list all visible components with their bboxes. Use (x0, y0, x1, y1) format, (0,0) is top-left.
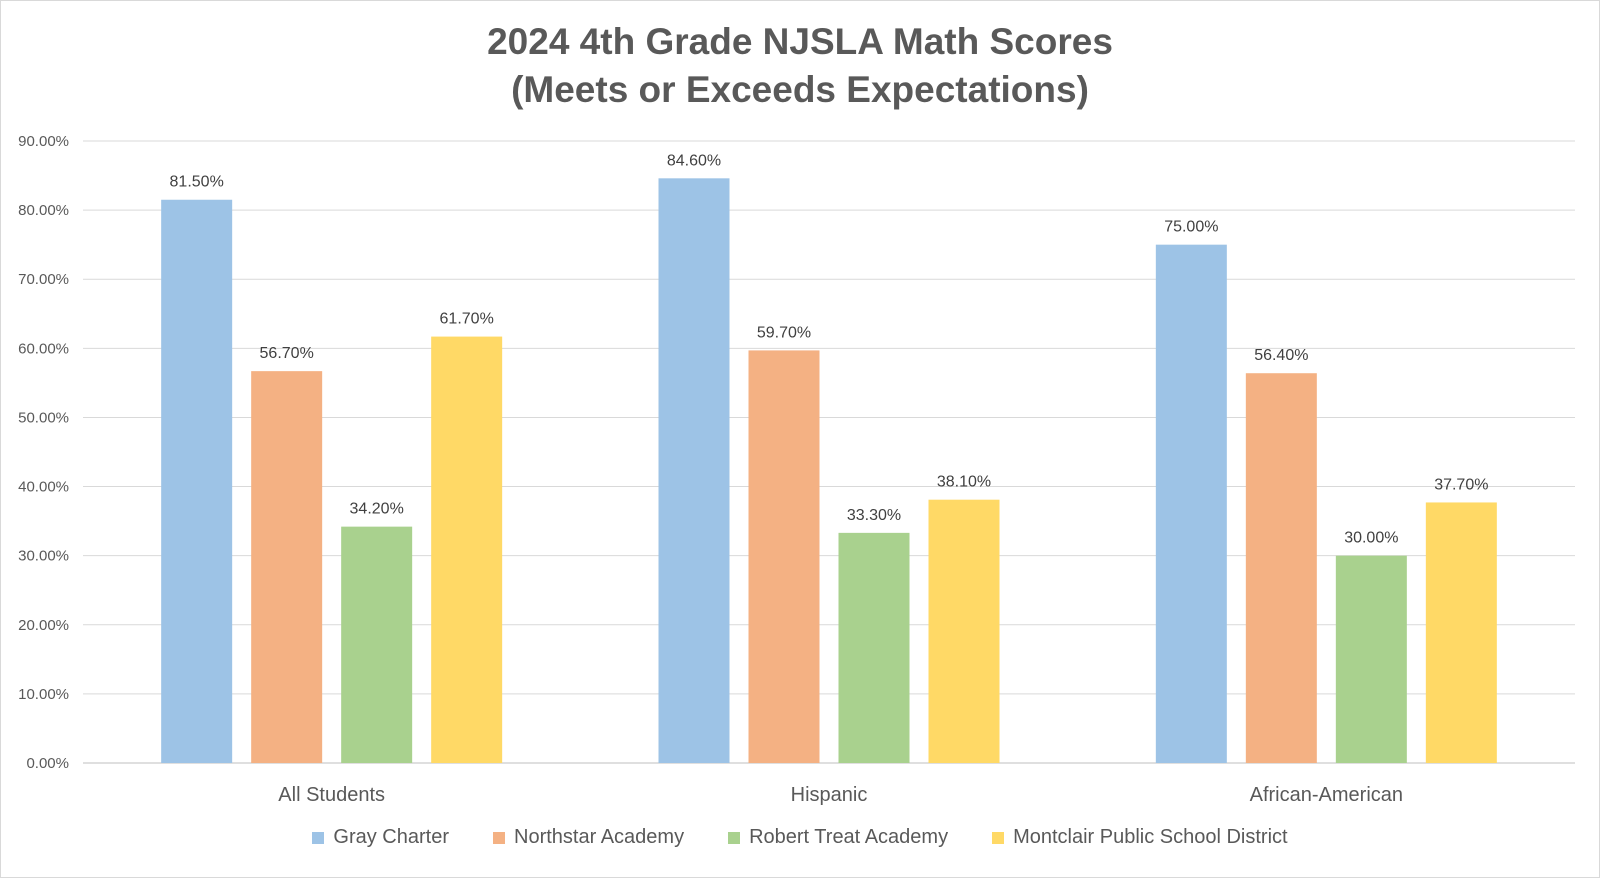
legend-swatch (493, 831, 505, 844)
legend-label: Gray Charter (333, 826, 449, 848)
legend-swatch (992, 831, 1005, 844)
legend-swatch (728, 831, 741, 844)
data-label: 75.00% (1164, 219, 1218, 236)
data-label: 37.70% (1434, 476, 1488, 493)
bar (748, 350, 820, 763)
x-category-label: Hispanic (791, 784, 868, 806)
chart-title-line-2: (Meets or Exceeds Expectations) (511, 69, 1089, 110)
data-label: 81.50% (170, 174, 224, 191)
legend-item: Northstar Academy (493, 826, 684, 849)
data-label: 38.10% (937, 474, 991, 491)
y-tick-label: 50.00% (18, 409, 69, 426)
bar (1425, 502, 1497, 763)
legend-label: Robert Treat Academy (749, 826, 949, 848)
bar (431, 336, 503, 763)
y-tick-label: 0.00% (26, 755, 69, 772)
x-category-label: African-American (1250, 784, 1403, 806)
data-label: 56.40% (1254, 347, 1308, 364)
bar (251, 371, 323, 763)
data-label: 59.70% (757, 324, 811, 341)
data-label: 34.20% (350, 501, 404, 518)
y-tick-label: 70.00% (18, 271, 69, 288)
legend-label: Montclair Public School District (1013, 826, 1288, 848)
bar (1245, 373, 1317, 763)
chart-legend: Gray Charter Northstar Academy Robert Trea… (0, 826, 1600, 849)
y-tick-label: 90.00% (18, 133, 69, 150)
y-tick-label: 60.00% (18, 340, 69, 357)
data-label: 61.70% (440, 311, 494, 328)
bar (1335, 555, 1407, 763)
chart-title: 2024 4th Grade NJSLA Math Scores (Meets … (0, 18, 1600, 114)
bar (658, 178, 730, 763)
bar (928, 499, 1000, 763)
chart-title-line-1: 2024 4th Grade NJSLA Math Scores (487, 21, 1113, 62)
data-label: 33.30% (847, 507, 901, 524)
bar (838, 532, 910, 763)
y-tick-label: 10.00% (18, 686, 69, 703)
legend-label: Northstar Academy (514, 826, 685, 848)
y-tick-label: 20.00% (18, 617, 69, 634)
legend-swatch (312, 831, 325, 844)
data-label: 84.60% (667, 152, 721, 169)
bar (161, 199, 233, 763)
bar (341, 526, 413, 763)
bar (1155, 244, 1227, 763)
y-tick-label: 40.00% (18, 479, 69, 496)
x-category-label: All Students (278, 784, 385, 806)
data-label: 56.70% (260, 345, 314, 362)
y-tick-label: 80.00% (18, 202, 69, 219)
legend-item: Gray Charter (312, 826, 449, 849)
y-tick-label: 30.00% (18, 548, 69, 565)
data-label: 30.00% (1344, 530, 1398, 547)
legend-item: Robert Treat Academy (728, 826, 948, 849)
legend-item: Montclair Public School District (992, 826, 1288, 849)
